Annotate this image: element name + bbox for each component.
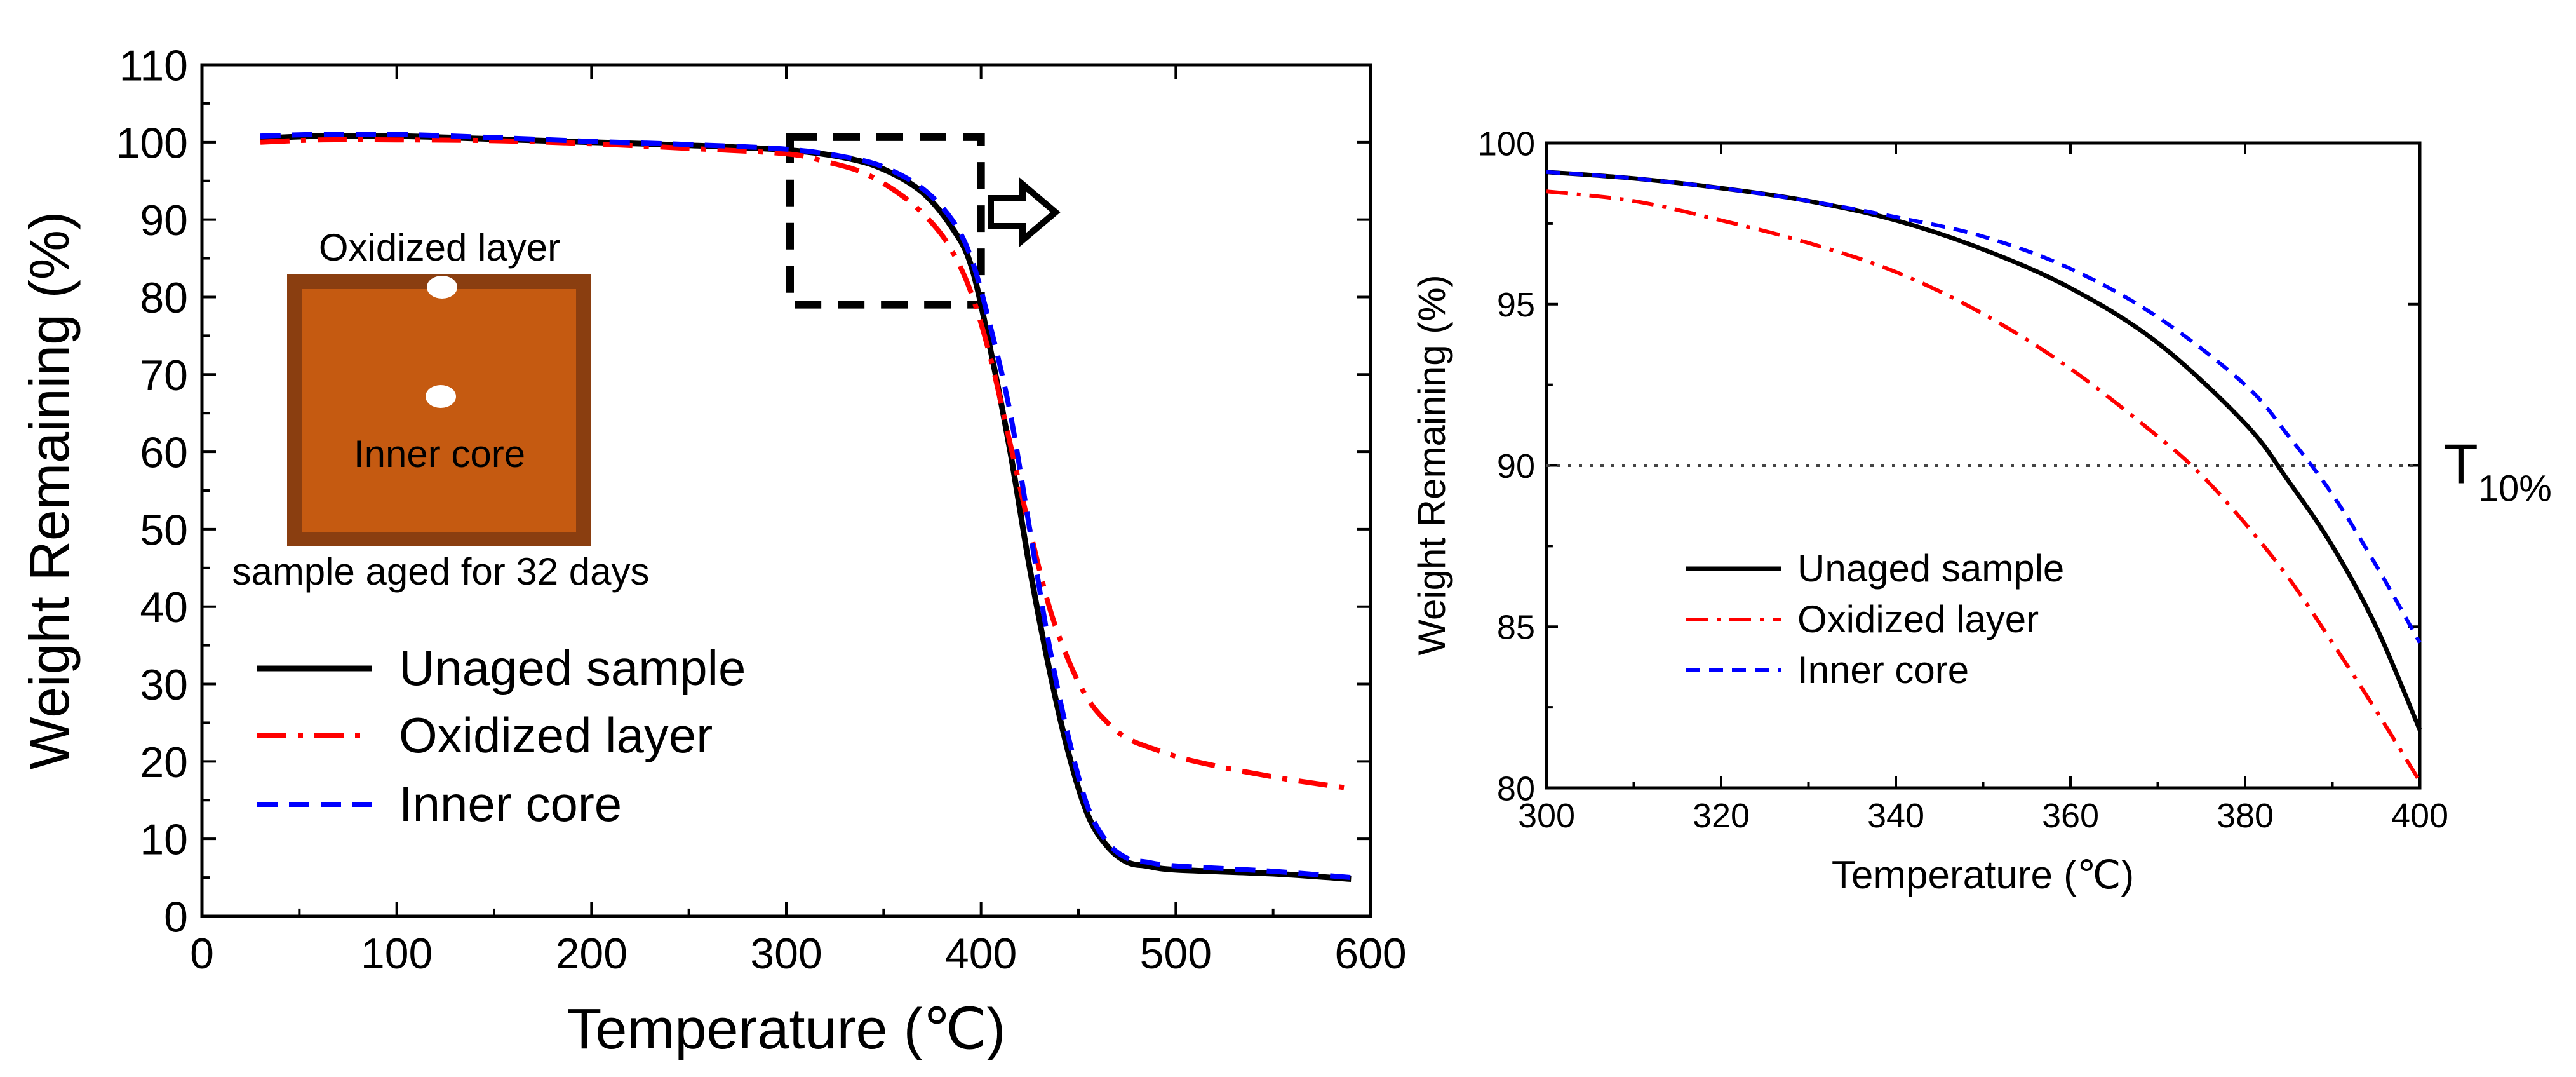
right-y-tick-labels: 80 85 90 95 100 (1478, 125, 1535, 808)
r-y-tick-label: 90 (1497, 447, 1535, 485)
left-series-group (260, 132, 1352, 882)
right-legend: Unaged sample Oxidized layer Inner core (1686, 547, 2064, 691)
t10-label-subscript: 10% (2478, 468, 2552, 510)
left-y-tick-labels: 0 10 20 30 40 50 60 70 80 90 100 110 (116, 41, 188, 941)
left-legend-label-oxidized-layer: Oxidized layer (399, 707, 713, 763)
right-series-inner-core-line (1546, 170, 2422, 644)
left-y-axis-title: Weight Remaining (%) (18, 212, 81, 770)
r-x-tick-label: 340 (1867, 797, 1924, 835)
t10-label: T10% (2444, 433, 2552, 510)
r-x-tick-label: 300 (1518, 797, 1575, 835)
right-legend-label-inner-core: Inner core (1797, 649, 1969, 691)
right-x-axis-title: Temperature (℃) (1832, 853, 2134, 897)
t10-label-main: T (2444, 433, 2478, 496)
l-x-tick-label: 200 (556, 930, 627, 978)
l-y-tick-label: 70 (140, 351, 188, 400)
l-y-tick-label: 90 (140, 196, 188, 245)
r-y-tick-label: 85 (1497, 609, 1535, 647)
inset-inner-core (302, 289, 576, 532)
l-x-tick-label: 500 (1140, 930, 1212, 978)
left-x-tick-labels: 0 100 200 300 400 500 600 (190, 930, 1407, 978)
zoom-region-box (786, 133, 985, 309)
right-axis-ticks (1545, 142, 2421, 789)
l-x-tick-label: 300 (750, 930, 822, 978)
left-chart: 0 100 200 300 400 500 600 0 10 20 30 40 50 60 70 80 90 1… (18, 41, 1407, 1061)
right-y-axis-title: Weight Remaining (%) (1411, 274, 1453, 655)
l-y-tick-label: 60 (140, 429, 188, 477)
inset-caption: sample aged for 32 days (232, 550, 649, 593)
right-chart: 300 320 340 360 380 400 80 85 90 95 100 Temperatu… (1411, 125, 2552, 897)
r-y-tick-label: 100 (1478, 125, 1535, 163)
l-y-tick-label: 110 (119, 41, 188, 90)
right-x-tick-labels: 300 320 340 360 380 400 (1518, 797, 2448, 835)
r-x-tick-label: 380 (2217, 797, 2274, 835)
inset-center-sample-point (426, 385, 456, 408)
l-y-tick-label: 20 (140, 738, 188, 787)
l-y-tick-label: 40 (140, 583, 188, 632)
left-series-inner-core-line (260, 132, 1352, 881)
l-x-tick-label: 600 (1334, 930, 1406, 978)
l-x-tick-label: 100 (361, 930, 433, 978)
right-series-unaged-sample-line (1546, 170, 2422, 731)
l-y-tick-label: 80 (140, 274, 188, 322)
left-axis-ticks (201, 64, 1372, 918)
zoom-arrow-icon (988, 177, 1061, 247)
right-legend-label-unaged-sample: Unaged sample (1797, 547, 2064, 590)
left-legend-label-inner-core: Inner core (399, 776, 622, 832)
left-legend: Unaged sample Oxidized layer Inner core (257, 640, 746, 832)
r-y-tick-label: 95 (1497, 286, 1535, 324)
l-y-tick-label: 0 (164, 893, 188, 941)
inset-top-sample-point (427, 276, 457, 299)
r-x-tick-label: 360 (2042, 797, 2099, 835)
r-y-tick-label: 80 (1497, 769, 1535, 808)
left-x-axis-title: Temperature (℃) (567, 998, 1005, 1061)
l-x-tick-label: 400 (945, 930, 1017, 978)
l-x-tick-label: 0 (190, 930, 214, 978)
l-y-tick-label: 10 (140, 816, 188, 864)
l-y-tick-label: 50 (140, 506, 188, 554)
r-x-tick-label: 320 (1693, 797, 1750, 835)
inset-sample-illustration: Oxidized layer Inner core sample aged fo… (232, 226, 649, 593)
right-series-oxidized-layer-line (1546, 189, 2422, 783)
r-x-tick-label: 400 (2391, 797, 2448, 835)
inset-top-label: Oxidized layer (319, 226, 560, 269)
inset-center-label: Inner core (354, 433, 525, 475)
left-legend-label-unaged-sample: Unaged sample (399, 640, 746, 696)
right-series-group (1546, 170, 2422, 783)
l-y-tick-label: 100 (116, 119, 188, 167)
l-y-tick-label: 30 (140, 661, 188, 709)
right-legend-label-oxidized-layer: Oxidized layer (1797, 598, 2039, 640)
